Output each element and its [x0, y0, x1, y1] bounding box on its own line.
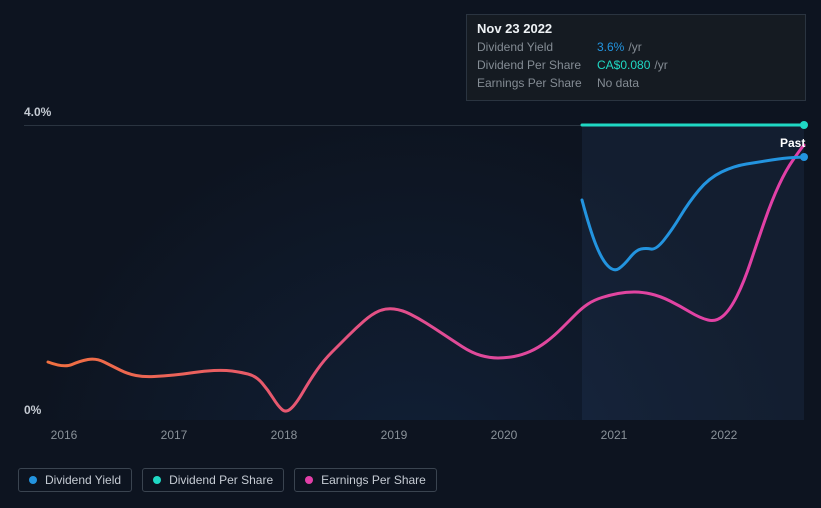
tooltip-row-suffix: /yr	[628, 38, 641, 56]
tooltip: Nov 23 2022 Dividend Yield3.6%/yrDividen…	[466, 14, 806, 101]
tooltip-row: Earnings Per ShareNo data	[477, 74, 795, 92]
tooltip-row-label: Dividend Per Share	[477, 56, 597, 74]
x-axis-tick: 2022	[711, 428, 738, 442]
x-axis-tick: 2018	[271, 428, 298, 442]
legend-dot-icon	[153, 476, 161, 484]
x-axis-tick: 2017	[161, 428, 188, 442]
tooltip-row: Dividend Per ShareCA$0.080/yr	[477, 56, 795, 74]
tooltip-row-label: Dividend Yield	[477, 38, 597, 56]
dividend-per-share-end-dot	[800, 121, 808, 129]
x-axis-tick: 2021	[601, 428, 628, 442]
past-label: Past	[780, 136, 805, 150]
dividend-yield-end-dot	[800, 153, 808, 161]
legend-item-label: Dividend Per Share	[169, 473, 273, 487]
legend-dot-icon	[305, 476, 313, 484]
legend-item[interactable]: Earnings Per Share	[294, 468, 437, 492]
chart-area: 4.0% 0% Past 201620172018201920202021202…	[24, 110, 804, 420]
legend: Dividend Yield Dividend Per Share Earnings…	[18, 468, 437, 492]
legend-item-label: Earnings Per Share	[321, 473, 426, 487]
tooltip-date: Nov 23 2022	[477, 21, 795, 36]
tooltip-row-label: Earnings Per Share	[477, 74, 597, 92]
earnings-per-share-line	[48, 145, 804, 411]
tooltip-row: Dividend Yield3.6% /yr	[477, 38, 795, 56]
y-axis-top-label: 4.0%	[24, 105, 51, 119]
legend-item[interactable]: Dividend Yield	[18, 468, 132, 492]
tooltip-row-suffix: /yr	[654, 56, 667, 74]
x-axis-tick: 2016	[51, 428, 78, 442]
x-axis-tick: 2020	[491, 428, 518, 442]
x-axis-tick: 2019	[381, 428, 408, 442]
chart-svg	[24, 110, 804, 420]
tooltip-row-value: 3.6%	[597, 38, 624, 56]
y-axis-bottom-label: 0%	[24, 403, 41, 417]
legend-dot-icon	[29, 476, 37, 484]
legend-item-label: Dividend Yield	[45, 473, 121, 487]
tooltip-row-value: CA$0.080	[597, 56, 650, 74]
dividend-yield-line	[582, 157, 804, 270]
legend-item[interactable]: Dividend Per Share	[142, 468, 284, 492]
tooltip-row-value: No data	[597, 74, 639, 92]
